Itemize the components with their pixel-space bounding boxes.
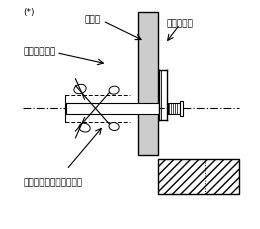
Bar (158, 160, 239, 194)
Text: ボード: ボード (84, 15, 101, 24)
Bar (180, 101, 183, 116)
Bar (66, 104, 159, 114)
Bar (138, 13, 158, 155)
Text: (*): (*) (23, 8, 35, 17)
Text: 壁固定金具: 壁固定金具 (166, 19, 193, 28)
Bar (158, 160, 239, 194)
Text: コンクリート: コンクリート (23, 47, 55, 56)
Text: あと打ちアンカーボルト: あと打ちアンカーボルト (23, 178, 82, 187)
Bar (168, 103, 180, 114)
